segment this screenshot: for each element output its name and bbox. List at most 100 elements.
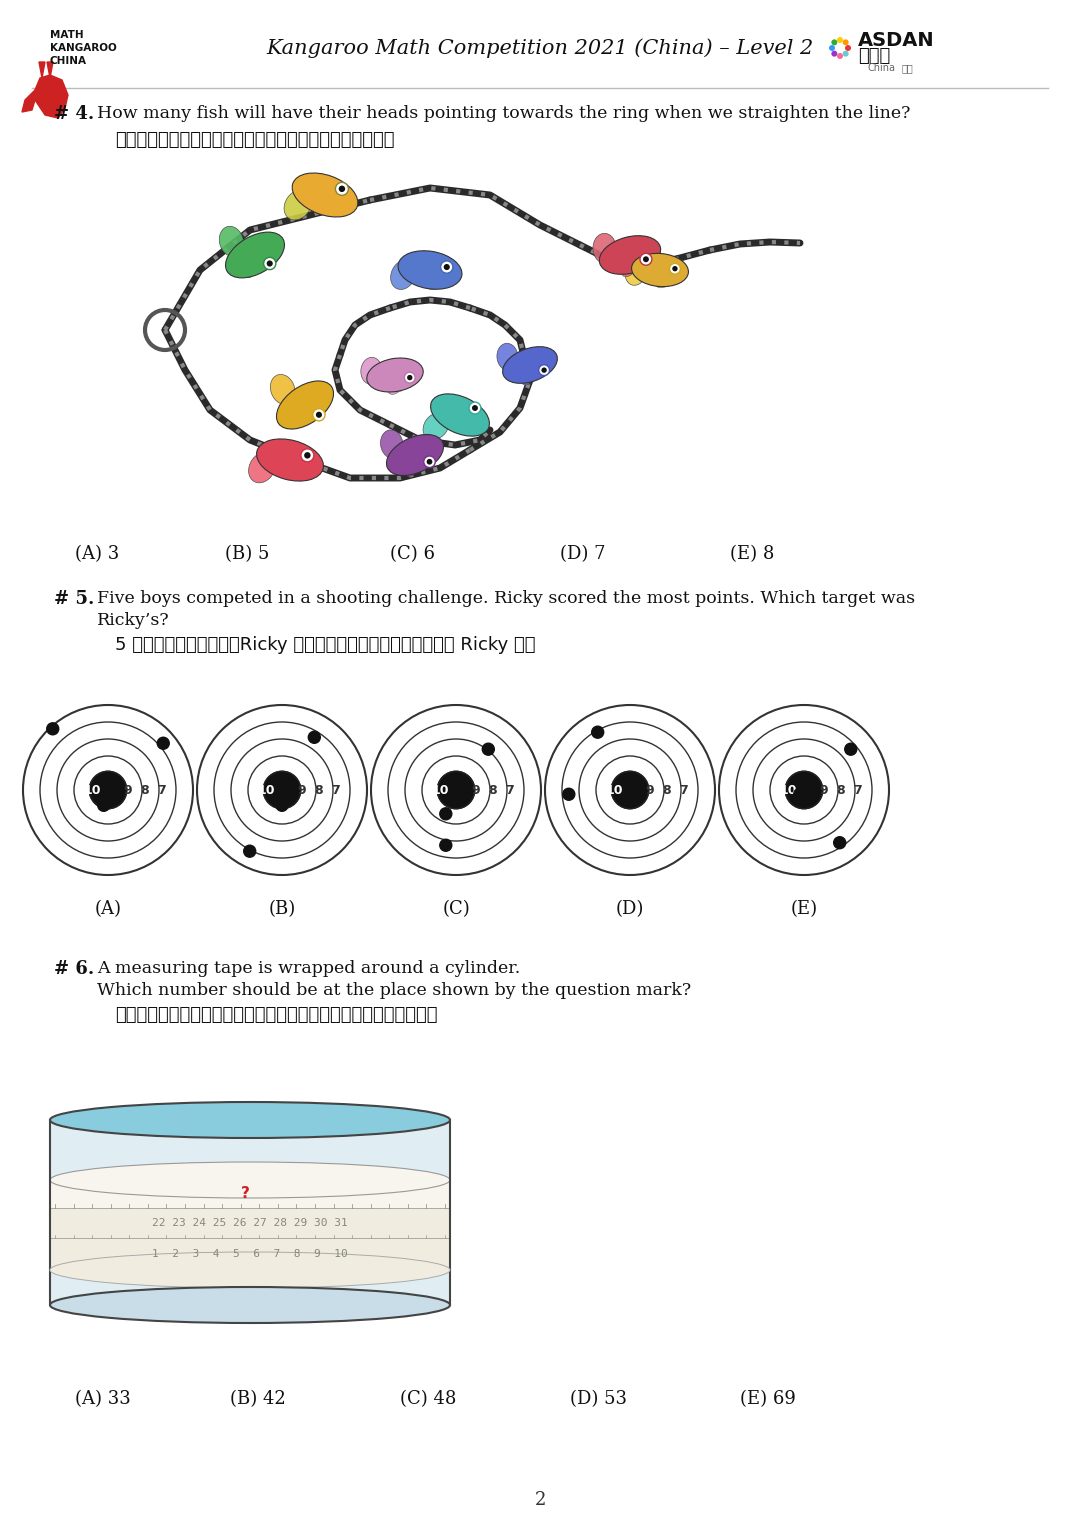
Circle shape (98, 799, 110, 811)
Ellipse shape (284, 189, 312, 220)
Circle shape (427, 460, 432, 464)
Ellipse shape (293, 173, 357, 217)
Circle shape (339, 186, 346, 192)
Polygon shape (22, 90, 35, 111)
Circle shape (785, 771, 823, 809)
Polygon shape (291, 460, 305, 475)
Circle shape (794, 788, 806, 800)
Circle shape (422, 756, 490, 825)
Circle shape (40, 722, 176, 858)
Text: 9: 9 (820, 783, 828, 797)
Circle shape (214, 722, 350, 858)
Circle shape (437, 771, 475, 809)
Text: China: China (868, 63, 896, 73)
Text: (E): (E) (791, 899, 818, 918)
Circle shape (829, 44, 835, 50)
Bar (50, 1208, 450, 1238)
Circle shape (845, 44, 851, 50)
Circle shape (845, 744, 856, 756)
Text: 8: 8 (488, 783, 497, 797)
Circle shape (541, 368, 546, 373)
Ellipse shape (244, 260, 258, 278)
Polygon shape (245, 255, 255, 275)
Ellipse shape (426, 276, 446, 290)
Circle shape (770, 756, 838, 825)
Text: (B): (B) (268, 899, 296, 918)
Ellipse shape (632, 253, 688, 287)
Ellipse shape (50, 1162, 450, 1199)
Bar (50, 1238, 450, 1270)
Circle shape (545, 705, 715, 875)
Circle shape (539, 365, 550, 376)
Text: (B) 5: (B) 5 (225, 545, 269, 563)
Circle shape (592, 727, 604, 738)
Ellipse shape (522, 370, 536, 385)
Text: 9: 9 (472, 783, 481, 797)
Circle shape (315, 412, 322, 418)
Text: 10: 10 (84, 783, 102, 797)
Polygon shape (48, 63, 53, 78)
Ellipse shape (431, 394, 489, 437)
Ellipse shape (50, 1252, 450, 1287)
Text: 8: 8 (314, 783, 323, 797)
Circle shape (842, 40, 849, 46)
Circle shape (313, 409, 325, 421)
Circle shape (842, 50, 849, 56)
Circle shape (75, 756, 141, 825)
Text: 7: 7 (504, 783, 513, 797)
Circle shape (372, 705, 541, 875)
Circle shape (23, 705, 193, 875)
Ellipse shape (286, 466, 308, 479)
Bar (50, 1119, 450, 1306)
Circle shape (264, 258, 275, 270)
Ellipse shape (270, 374, 295, 405)
Text: 7: 7 (330, 783, 339, 797)
Text: 2: 2 (535, 1490, 545, 1509)
Polygon shape (460, 415, 476, 429)
Text: MATH
KANGAROO
CHINA: MATH KANGAROO CHINA (50, 31, 117, 66)
Ellipse shape (50, 1102, 450, 1138)
Circle shape (444, 264, 449, 270)
Ellipse shape (388, 380, 404, 394)
Bar (50, 1180, 450, 1208)
Circle shape (483, 744, 495, 756)
Text: 阿思丹: 阿思丹 (858, 47, 890, 66)
Circle shape (670, 263, 680, 273)
Ellipse shape (391, 260, 416, 290)
Circle shape (264, 771, 300, 809)
Circle shape (832, 50, 837, 56)
Text: Ricky’s?: Ricky’s? (97, 612, 170, 629)
Circle shape (834, 837, 846, 849)
Circle shape (158, 738, 170, 750)
Circle shape (596, 756, 664, 825)
Text: (D) 7: (D) 7 (561, 545, 606, 563)
Circle shape (301, 449, 314, 461)
Ellipse shape (257, 438, 323, 481)
Circle shape (336, 182, 349, 195)
Ellipse shape (219, 226, 244, 257)
Polygon shape (295, 405, 305, 425)
Ellipse shape (226, 232, 284, 278)
Text: 7: 7 (853, 783, 862, 797)
Text: 7: 7 (157, 783, 165, 797)
Ellipse shape (387, 435, 444, 475)
Text: Which number should be at the place shown by the question mark?: Which number should be at the place show… (97, 982, 691, 999)
Polygon shape (35, 75, 68, 118)
Circle shape (90, 771, 126, 809)
Text: 10: 10 (432, 783, 449, 797)
Circle shape (404, 373, 415, 383)
Polygon shape (39, 63, 45, 78)
Text: 8: 8 (836, 783, 845, 797)
Ellipse shape (599, 235, 661, 275)
Circle shape (388, 722, 524, 858)
Circle shape (440, 840, 451, 851)
Circle shape (423, 457, 435, 467)
Ellipse shape (459, 420, 478, 432)
Circle shape (305, 452, 311, 458)
Polygon shape (658, 270, 671, 284)
Circle shape (308, 731, 321, 744)
Text: 10: 10 (606, 783, 623, 797)
Ellipse shape (380, 431, 403, 458)
Circle shape (611, 771, 649, 809)
Circle shape (264, 771, 300, 809)
